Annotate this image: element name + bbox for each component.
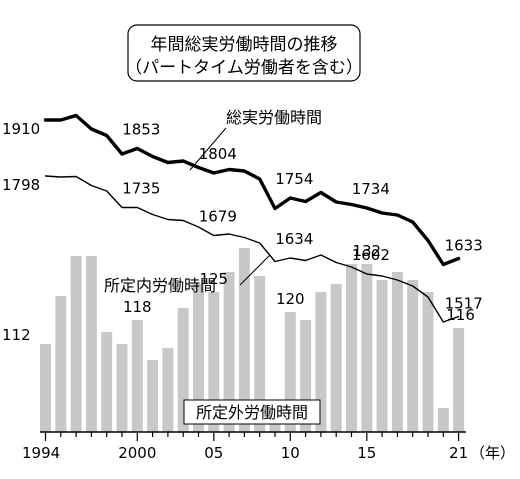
value-label-bar-1994: 112 — [2, 326, 31, 344]
line-series — [43, 113, 461, 323]
overtime-bar-2014 — [346, 264, 357, 432]
overtime-bar-2019 — [422, 292, 434, 432]
overtime-bar-2007 — [238, 248, 250, 432]
series-label-overtime: 所定外労働時間 — [196, 403, 308, 422]
overtime-bar-2016 — [376, 280, 388, 432]
series-label-scheduled: 所定内労働時間 — [104, 276, 216, 295]
overtime-bar-2003 — [177, 308, 189, 432]
value-label-0-2005: 1804 — [199, 145, 237, 163]
value-label-0-2010: 1754 — [275, 170, 313, 188]
value-label-1-2005: 1679 — [199, 208, 237, 226]
value-label-bar-2015: 132 — [352, 242, 381, 260]
value-label-1-2000: 1735 — [122, 180, 160, 198]
x-ticks: 1994 2000 05 10 15 21 — [22, 432, 468, 462]
series-leader-scheduled — [239, 254, 271, 286]
overtime-bar-2006 — [223, 272, 235, 432]
x-tick-label-10: 10 — [281, 444, 300, 462]
overtime-bar-1996 — [70, 256, 82, 432]
total-hours-line — [43, 113, 461, 267]
value-label-bar-2000: 118 — [123, 298, 152, 316]
overtime-bar-2005 — [208, 292, 220, 432]
value-label-1-1994: 1798 — [2, 176, 40, 194]
overtime-bar-2015 — [361, 264, 373, 432]
value-label-bar-2005: 125 — [199, 270, 228, 288]
x-unit-label: （年） — [470, 444, 515, 462]
overtime-bar-2008 — [254, 276, 266, 432]
overtime-bar-2010 — [284, 312, 296, 432]
title-box — [127, 24, 361, 82]
overtime-bar-2012 — [315, 292, 327, 432]
value-label-1-2010: 1634 — [275, 230, 313, 248]
overtime-bar-2001 — [147, 360, 159, 432]
overtime-bar-2002 — [162, 348, 174, 432]
x-tick-label-15: 15 — [357, 444, 376, 462]
value-label-0-2015: 1734 — [352, 180, 390, 198]
overtime-bar-1994 — [40, 344, 51, 432]
value-label-0-1994: 1910 — [2, 120, 40, 138]
overtime-bar-1998 — [101, 332, 113, 432]
overtime-bars — [40, 248, 465, 432]
value-label-0-2021: 1633 — [445, 237, 483, 255]
value-label-bar-2010: 120 — [276, 290, 305, 308]
overtime-bar-1997 — [85, 256, 97, 432]
x-tick-label-2000: 2000 — [118, 444, 156, 462]
chart-subtitle: （パートタイム労働者を含む） — [125, 58, 363, 78]
overtime-bar-2021 — [453, 328, 465, 432]
overtime-bar-1999 — [116, 344, 128, 432]
series-label-total: 総実労働時間 — [226, 108, 322, 127]
x-tick-label-21: 21 — [449, 444, 468, 462]
value-labels: 1910 1853 1804 1754 1734 1633 1798 1735 1679 1634… — [2, 120, 483, 344]
overtime-bar-2020 — [437, 408, 449, 432]
overtime-bar-2011 — [300, 320, 312, 432]
overtime-bar-2017 — [391, 272, 403, 432]
overtime-bar-2004 — [193, 284, 204, 432]
overtime-bar-2000 — [131, 320, 143, 432]
value-label-0-2000: 1853 — [122, 121, 160, 139]
value-label-1-2021: 1517 — [445, 295, 483, 313]
overtime-bar-2013 — [330, 284, 342, 432]
x-tick-label-1994: 1994 — [22, 444, 60, 462]
x-tick-label-05: 05 — [204, 444, 223, 462]
overtime-bar-2018 — [407, 280, 419, 432]
value-label-bar-2021: 116 — [446, 306, 475, 324]
value-label-1-2015: 1602 — [352, 246, 390, 264]
series-leader-total — [189, 127, 227, 171]
chart-title: 年間総実労働時間の推移 — [151, 35, 338, 55]
series-label-overtime-box — [183, 399, 321, 425]
overtime-bar-1995 — [55, 296, 67, 432]
scheduled-hours-line — [44, 175, 460, 323]
